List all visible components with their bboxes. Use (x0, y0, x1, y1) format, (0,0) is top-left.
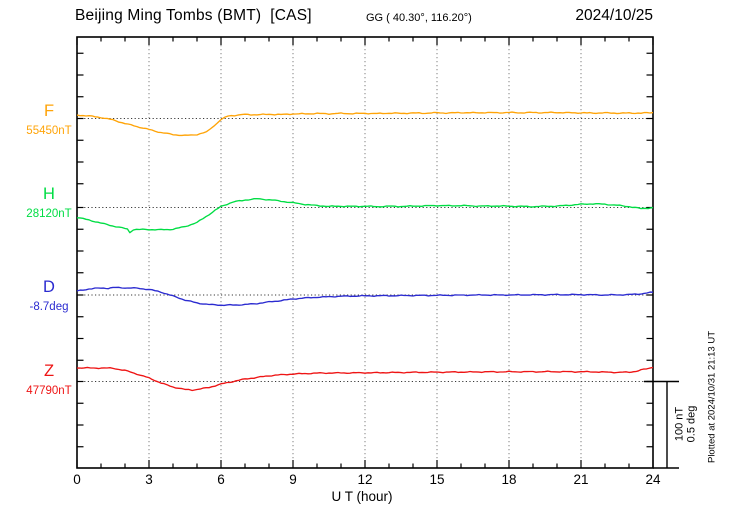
scale-bar-deg: 0.5 deg (685, 405, 697, 443)
channel-letter-H: H (43, 185, 55, 203)
x-tick-label: 24 (645, 472, 661, 487)
x-tick-label: 6 (217, 472, 225, 487)
scale-bar-nt: 100 nT (673, 406, 686, 442)
channel-baseline-F: 55450nT (26, 124, 72, 137)
plotted-at-note: Plotted at 2024/10/31 21:13 UT (706, 330, 718, 464)
channel-label-F: F 55450nT (13, 103, 85, 137)
channel-baseline-Z: 47790nT (26, 384, 72, 397)
channel-label-D: D -8.7deg (13, 279, 85, 313)
x-axis-title: U T (hour) (331, 489, 393, 504)
scale-bar-label: 100 nT 0.5 deg (673, 405, 698, 443)
x-tick-label: 18 (501, 472, 517, 487)
channel-baseline-D: -8.7deg (29, 300, 69, 313)
channel-label-H: H 28120nT (13, 186, 85, 220)
channel-letter-D: D (43, 278, 55, 296)
x-tick-label: 9 (289, 472, 297, 487)
x-tick-label: 15 (429, 472, 445, 487)
x-tick-label: 21 (573, 472, 589, 487)
x-tick-label: 0 (73, 472, 81, 487)
x-tick-label: 3 (145, 472, 153, 487)
geographic-coordinates: GG ( 40.30°, 116.20°) (366, 12, 472, 24)
x-tick-label: 12 (357, 472, 373, 487)
channel-letter-Z: Z (43, 362, 55, 380)
station-title: Beijing Ming Tombs (BMT) [CAS] (75, 7, 312, 24)
observation-date: 2024/10/25 (575, 7, 653, 24)
channel-letter-F: F (43, 102, 55, 120)
channel-label-Z: Z 47790nT (13, 363, 85, 397)
channel-baseline-H: 28120nT (26, 207, 72, 220)
